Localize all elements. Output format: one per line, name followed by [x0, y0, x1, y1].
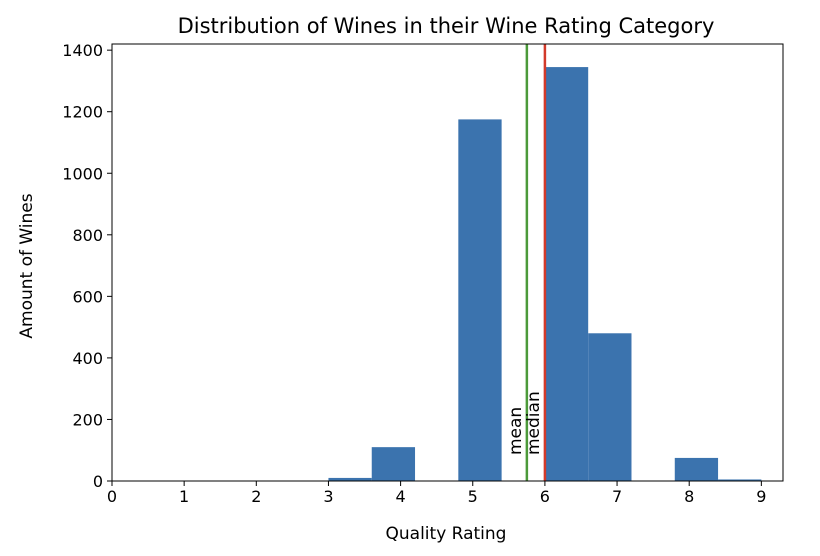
x-tick-label-8: 8: [684, 487, 694, 506]
mean-line-label: mean: [506, 407, 526, 455]
x-tick-label-9: 9: [756, 487, 766, 506]
x-tick-label-7: 7: [612, 487, 622, 506]
x-tick-label-2: 2: [251, 487, 261, 506]
y-tick-label-5: 1000: [62, 164, 103, 183]
histogram-bar-5: [674, 457, 719, 481]
plot-frame: [111, 43, 784, 482]
y-tick-label-2: 400: [72, 349, 103, 368]
x-tick-label-4: 4: [396, 487, 406, 506]
y-tick-label-0: 0: [93, 472, 103, 491]
histogram-bar-2: [458, 119, 502, 481]
median-line-label: median: [524, 391, 544, 455]
y-axis-label: Amount of Wines: [17, 193, 37, 338]
histogram-bar-0: [328, 477, 372, 481]
y-tick-label-6: 1200: [62, 103, 103, 122]
y-tick-label-7: 1400: [62, 41, 103, 60]
histogram-bar-6: [718, 479, 762, 481]
x-tick-label-1: 1: [179, 487, 189, 506]
x-axis-label: Quality Rating: [386, 524, 507, 544]
x-tick-label-5: 5: [468, 487, 478, 506]
y-tick-label-1: 200: [72, 410, 103, 429]
histogram-bar-3: [544, 67, 589, 481]
y-tick-label-4: 800: [72, 226, 103, 245]
histogram-bar-4: [588, 333, 632, 481]
y-tick-label-3: 600: [72, 287, 103, 306]
x-tick-label-3: 3: [323, 487, 333, 506]
x-tick-label-6: 6: [540, 487, 550, 506]
histogram-bar-1: [371, 447, 416, 481]
chart-title: Distribution of Wines in their Wine Rati…: [178, 14, 715, 38]
x-tick-label-0: 0: [107, 487, 117, 506]
